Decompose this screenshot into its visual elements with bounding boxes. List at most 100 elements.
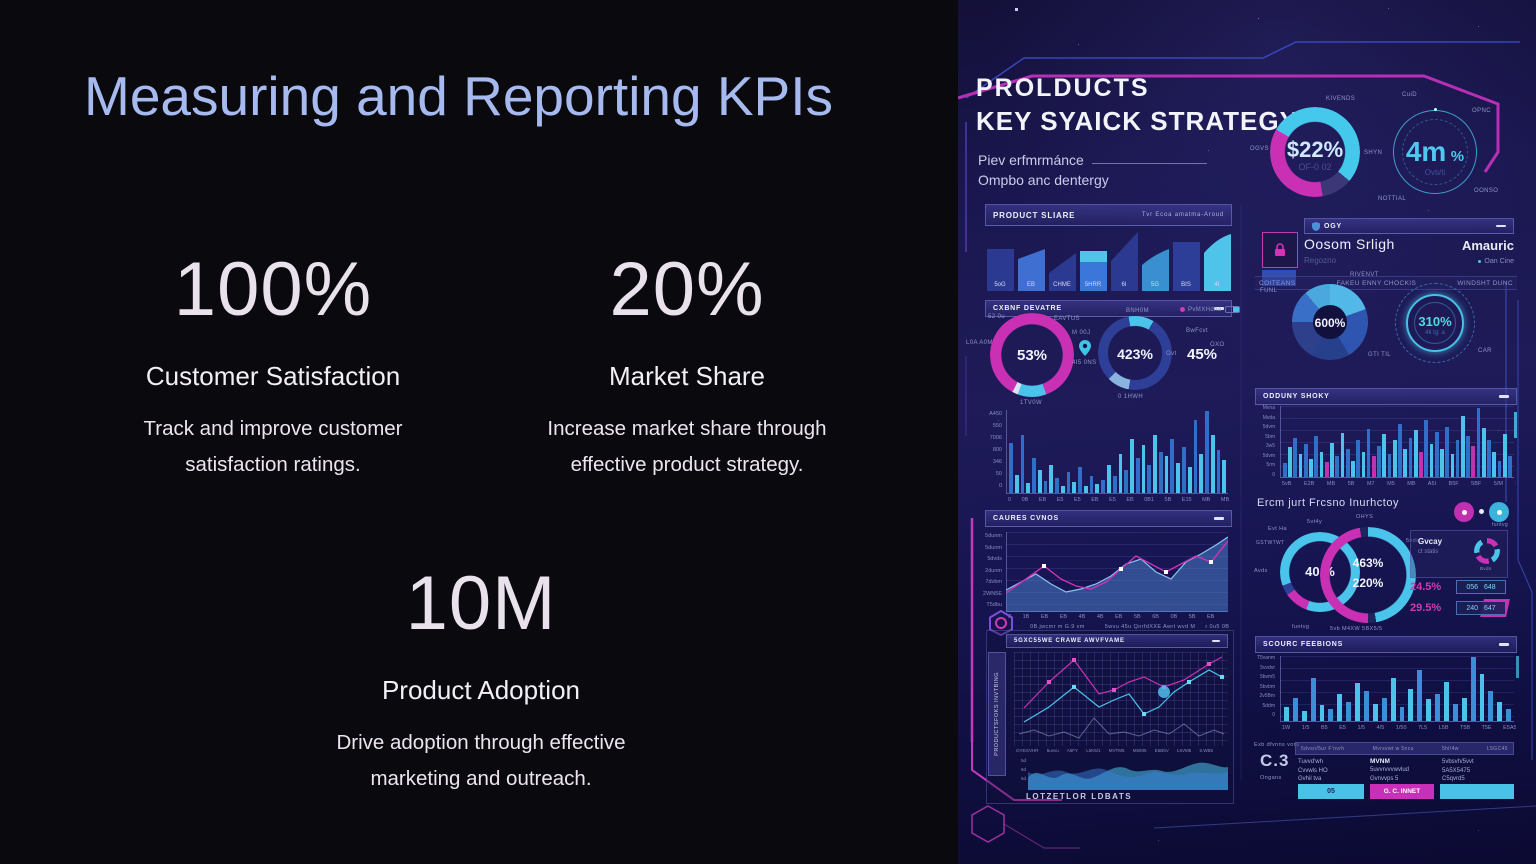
ring-463	[1320, 527, 1416, 623]
mini-panel-title: Gvcay	[1418, 537, 1443, 546]
gauge-310-label: CAR	[1478, 348, 1492, 354]
stat-description: Drive adoption through effective marketin…	[271, 725, 691, 797]
prodsfoks-x-axis: OYEGVHR 5uvvu A5FY L5K5/1 MVTM5 M5/M5 E5…	[1016, 748, 1213, 753]
gauge-310-ring	[1406, 294, 1464, 352]
odduny-y-axis: Mvna Mvda 5dvm 5bm 3w5 5dvm 5rm 0	[1262, 405, 1275, 478]
lock-icon	[1275, 243, 1285, 256]
ercm-label-5: Avds	[1254, 568, 1268, 574]
hexagon-icon	[989, 610, 1013, 636]
collapse-icon[interactable]	[1499, 395, 1509, 398]
pin-label: 4I5 0NS	[1072, 360, 1097, 366]
lock-panel-sub: Regozno	[1304, 256, 1337, 265]
status-label: Oan Cine	[1484, 258, 1514, 265]
stat-desc-line1: Track and improve customer	[143, 417, 403, 440]
frame-lines	[958, 41, 1536, 849]
table-button-2[interactable]: G. C. INNET	[1370, 784, 1434, 799]
value-45: 45%	[1186, 346, 1218, 363]
donut-53	[990, 313, 1074, 397]
pshare-bar-label: 5HRR	[1085, 282, 1102, 288]
collapse-icon[interactable]	[1214, 307, 1224, 310]
kpi-gauge-4m-inner-ring	[1402, 119, 1468, 185]
caures-y-axis: 5dunm 5dunm 5dvds 2dunm 7dvbm 2WN5E T5db…	[983, 533, 1002, 608]
kpi-donut-label-left: OGVS	[1250, 146, 1269, 152]
panel-cx-header: CXBNF DEVATRE	[985, 300, 1232, 317]
gauge-310-value: 310%	[1418, 314, 1452, 329]
collapse-icon[interactable]	[1214, 517, 1224, 520]
stat-label: Product Adoption	[381, 675, 581, 705]
metric-row-1-value: 24.5%	[1410, 581, 1442, 593]
dashboard-image: PROLDUCTS KEY SYAICK STRATEGY Piev erfmr…	[958, 0, 1536, 864]
status-dot	[1478, 260, 1482, 263]
stat-market-share: 20% Market Share Increase market share t…	[477, 252, 897, 483]
stat-value: 20%	[609, 247, 765, 332]
donut-53-label-top: EAVTUS	[1054, 316, 1080, 322]
panel-prodsfoks-header: 5GXC55WE CRAWE AWVFVAME	[1006, 634, 1228, 648]
stat-label: Market Share	[608, 361, 766, 391]
stat-customer-satisfaction: 100% Customer Satisfaction Track and imp…	[63, 252, 483, 483]
wave-chart	[1028, 762, 1228, 790]
odduny-x-axis: 5vB E2B MB 5B M7 M5 MB A5I B5F 5BF 5/M 5…	[1282, 481, 1516, 487]
kpi-donut-label-right: SHYN	[1364, 150, 1383, 156]
donut-53-label-tl: 52 0u	[988, 314, 1006, 320]
cx-legend-2: BwFcvt	[1186, 328, 1209, 334]
metric-row-2-badge: 240 647	[1456, 601, 1506, 615]
badge-value: 240	[1466, 604, 1478, 612]
kpi-donut-22	[1270, 107, 1360, 197]
lock-panel-columns: COITEANS FAKEU ENNY CHOCKIS WINDSHT DUNC	[1255, 276, 1517, 290]
scroll-mark[interactable]	[1514, 412, 1517, 438]
prodsfoks-side-bar: PRODUCTSFOKS INVTBING	[988, 652, 1006, 776]
donut-423-value: 423%	[1117, 346, 1153, 362]
dashboard-title-line2: KEY SYAICK STRATEGY	[976, 106, 1298, 136]
pie-label-top: RIVENVT	[1350, 272, 1379, 278]
shield-icon	[1312, 221, 1320, 231]
donut-423-label-top: BNH0M	[1126, 308, 1150, 314]
pshare-bar-label: 4I	[1214, 282, 1219, 288]
legend-circle-magenta[interactable]	[1454, 502, 1474, 522]
pie-label-bottom: GTI TIL	[1368, 352, 1392, 358]
hist-x-axis: 0 0B EB E5 E5 EB E5 EB 0B1 5B E15 MB MB	[1008, 497, 1230, 503]
panel-prodsfoks-title: 5GXC55WE CRAWE AWVFVAME	[1014, 638, 1125, 644]
table-stat-sub: Ongans	[1260, 775, 1282, 781]
cx-legend-1[interactable]: PvMXHdna	[1180, 306, 1240, 313]
pshare-bar-label: CHME	[1053, 282, 1071, 288]
legend-label: r 0u5 0B	[1205, 624, 1230, 630]
lock-panel-right-sub: Oan Cine	[1404, 258, 1514, 265]
panel-product-share-title: PRODUCT SLIARE	[993, 210, 1076, 220]
caures-area-chart	[1006, 536, 1228, 612]
panel-caures-header: CAURES CVNOS	[985, 510, 1232, 527]
subtitle-rule	[1092, 163, 1207, 164]
stat-product-adoption: 10M Product Adoption Drive adoption thro…	[271, 566, 691, 797]
panel-scourc-header: SCOURC FEEBIONS	[1255, 636, 1517, 653]
legend-label: 0B.jwcmr m G.9 vm	[1030, 624, 1085, 630]
kpi-gauge-value: 4m	[1405, 136, 1447, 167]
hist-y-axis: A450 550 7006 800 346 50 0	[989, 411, 1002, 489]
panel-lock-title: OGY	[1324, 222, 1342, 230]
panel-odduny-title: ODDUNY SHOKY	[1263, 393, 1330, 400]
table-col-2: 5uvvrvvvwvlud Gvnvvps 5	[1370, 767, 1410, 782]
legend-circle-cyan[interactable]	[1489, 502, 1509, 522]
table-stat-label: Exb dfvnns vora	[1254, 742, 1300, 748]
scroll-mark-2[interactable]	[1516, 656, 1519, 678]
legend-circle-dot	[1496, 509, 1502, 515]
slide-background: Measuring and Reporting KPIs 100% Custom…	[63, 65, 897, 797]
stat-desc-line2: satisfaction ratings.	[185, 453, 361, 476]
kpi-gauge-4m-dot	[1434, 108, 1437, 111]
pshare-bar-label: EB	[1027, 282, 1035, 288]
stat-label: Customer Satisfaction	[145, 361, 401, 391]
donut-53-label-bottom: 1TV0W	[1020, 400, 1043, 406]
legend-toggle[interactable]	[1224, 306, 1240, 313]
legend-label: 5wvu 45u QorfdXXE Awrt wvd M	[1104, 624, 1196, 630]
table-header-cell: 5hl/4w	[1441, 745, 1459, 752]
scourc-bar-chart	[1280, 656, 1514, 722]
table-header-row: 5dvsn/5ur F'nvrh Mvrsvwt w 5ncu 5hl/4w L…	[1295, 742, 1514, 755]
kpi-gauge-label-2: OPNC	[1472, 108, 1491, 114]
panel-odduny-header: ODDUNY SHOKY	[1255, 388, 1517, 405]
table-button-1[interactable]: 05	[1298, 784, 1364, 799]
collapse-icon[interactable]	[1212, 640, 1220, 642]
table-header-cell: L5GC45	[1486, 745, 1508, 752]
panel-caures-title: CAURES CVNOS	[993, 515, 1059, 522]
collapse-icon[interactable]	[1496, 224, 1506, 228]
table-button-3[interactable]	[1440, 784, 1514, 799]
collapse-icon[interactable]	[1499, 643, 1509, 646]
prodsfoks-side-label: PRODUCTSFOKS INVTBING	[994, 672, 1000, 756]
